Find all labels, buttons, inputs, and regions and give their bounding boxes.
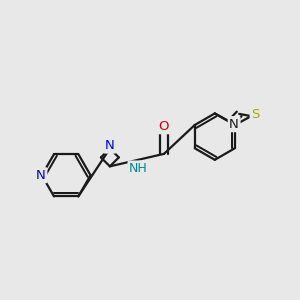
Text: S: S [251, 108, 260, 122]
Text: NH: NH [129, 162, 148, 175]
Text: O: O [159, 120, 169, 133]
Text: N: N [36, 169, 46, 182]
Text: N: N [229, 118, 239, 130]
Text: N: N [105, 139, 115, 152]
